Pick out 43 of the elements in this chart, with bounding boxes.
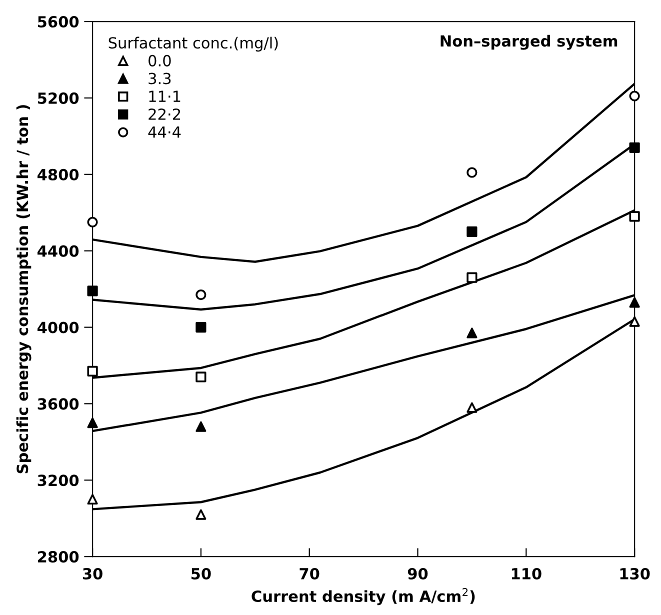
point: [629, 142, 640, 153]
legend-label: 44·4: [148, 126, 181, 138]
point: [466, 226, 478, 238]
y-tick-label: 5200: [38, 92, 79, 104]
y-tick-label: 4400: [38, 245, 79, 257]
y-tick-label: 4000: [38, 322, 79, 334]
y-tick-label: 5600: [38, 16, 79, 28]
point: [87, 494, 98, 505]
point: [629, 211, 640, 222]
point: [87, 366, 98, 377]
legend-label: 0.0: [148, 54, 171, 66]
x-tick-label: 110: [512, 568, 542, 580]
point: [629, 90, 640, 102]
point: [466, 402, 478, 413]
legend-label: 11·1: [149, 90, 180, 102]
point: [196, 289, 206, 300]
annotation: Non–sparged system: [440, 34, 618, 50]
point: [196, 421, 206, 432]
point: [629, 316, 640, 327]
y-tick-label: 3200: [38, 474, 79, 486]
point: [466, 167, 478, 178]
x-tick-label: 90: [408, 568, 428, 580]
point: [466, 328, 478, 338]
y-axis-title: Specific energy consumption (KW.hr / ton ): [16, 105, 32, 474]
x-tick-label: 130: [620, 568, 650, 580]
point: [196, 509, 206, 520]
x-tick-label: 50: [191, 568, 211, 580]
point: [196, 372, 206, 382]
point: [629, 297, 640, 308]
point: [87, 286, 98, 296]
x-tick-label: 70: [300, 568, 320, 580]
legend-label: 3.3: [148, 72, 171, 84]
y-tick-label: 4800: [38, 168, 79, 180]
point: [87, 418, 98, 428]
point: [87, 216, 98, 228]
point: [466, 272, 478, 283]
point: [196, 322, 206, 333]
x-tick-label: 30: [82, 568, 102, 580]
y-tick-label: 3600: [38, 398, 79, 410]
legend-title: Surfactant conc.(mg/l): [108, 36, 278, 52]
legend-label: 22·2: [148, 108, 180, 120]
y-tick-label: 2800: [38, 551, 79, 563]
x-axis-title: Current density (m A/cm$^{2}$): [252, 588, 475, 606]
